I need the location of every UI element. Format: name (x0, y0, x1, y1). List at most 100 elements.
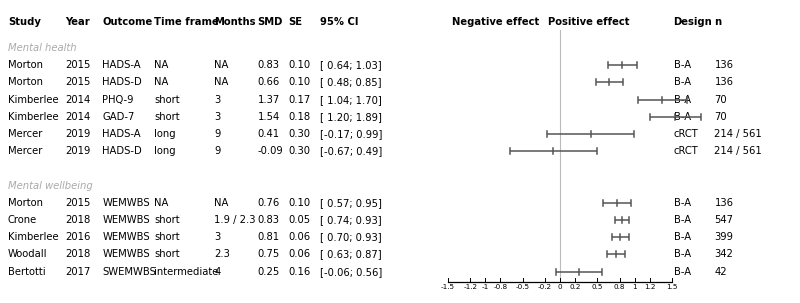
Text: Morton: Morton (8, 198, 43, 208)
Text: Year: Year (66, 17, 90, 27)
Text: HADS-D: HADS-D (102, 77, 142, 87)
Text: 0.8: 0.8 (614, 284, 626, 290)
Text: 95% CI: 95% CI (320, 17, 358, 27)
Text: 0.10: 0.10 (288, 198, 310, 208)
Text: 2015: 2015 (66, 60, 91, 70)
Text: WEMWBS: WEMWBS (102, 249, 150, 259)
Text: 0.75: 0.75 (258, 249, 280, 259)
Text: B-A: B-A (674, 112, 690, 122)
Text: [ 0.70; 0.93]: [ 0.70; 0.93] (320, 232, 382, 242)
Text: 1.5: 1.5 (666, 284, 678, 290)
Text: Design: Design (674, 17, 712, 27)
Text: NA: NA (154, 198, 169, 208)
Text: 0.05: 0.05 (288, 215, 310, 225)
Text: 0.30: 0.30 (288, 129, 310, 139)
Text: Outcome: Outcome (102, 17, 153, 27)
Text: 1.9 / 2.3: 1.9 / 2.3 (214, 215, 256, 225)
Text: [ 0.48; 0.85]: [ 0.48; 0.85] (320, 77, 382, 87)
Text: B-A: B-A (674, 60, 690, 70)
Text: 2019: 2019 (66, 146, 91, 156)
Text: -1: -1 (482, 284, 489, 290)
Text: B-A: B-A (674, 95, 690, 105)
Text: SE: SE (288, 17, 302, 27)
Text: B-A: B-A (674, 249, 690, 259)
Text: 3: 3 (214, 232, 221, 242)
Text: [ 1.04; 1.70]: [ 1.04; 1.70] (320, 95, 382, 105)
Text: short: short (154, 215, 180, 225)
Text: PHQ-9: PHQ-9 (102, 95, 134, 105)
Text: 214 / 561: 214 / 561 (714, 129, 762, 139)
Text: 0.10: 0.10 (288, 77, 310, 87)
Text: B-A: B-A (674, 232, 690, 242)
Text: 0: 0 (558, 284, 562, 290)
Text: -0.8: -0.8 (494, 284, 507, 290)
Text: 0.5: 0.5 (591, 284, 603, 290)
Text: 3: 3 (214, 112, 221, 122)
Text: 1.2: 1.2 (644, 284, 655, 290)
Text: Crone: Crone (8, 215, 38, 225)
Text: 9: 9 (214, 129, 221, 139)
Text: 399: 399 (714, 232, 734, 242)
Text: -0.5: -0.5 (516, 284, 530, 290)
Text: 0.83: 0.83 (258, 60, 280, 70)
Text: HADS-A: HADS-A (102, 60, 141, 70)
Text: 2018: 2018 (66, 249, 91, 259)
Text: -1.5: -1.5 (441, 284, 455, 290)
Text: NA: NA (214, 77, 229, 87)
Text: Negative effect: Negative effect (452, 17, 539, 27)
Text: Mercer: Mercer (8, 146, 42, 156)
Text: Time frame: Time frame (154, 17, 219, 27)
Text: short: short (154, 95, 180, 105)
Text: [ 0.64; 1.03]: [ 0.64; 1.03] (320, 60, 382, 70)
Text: 0.2: 0.2 (569, 284, 581, 290)
Text: [ 1.20; 1.89]: [ 1.20; 1.89] (320, 112, 382, 122)
Text: 2016: 2016 (66, 232, 91, 242)
Text: Mental health: Mental health (8, 43, 77, 53)
Text: B-A: B-A (674, 215, 690, 225)
Text: 4: 4 (214, 267, 221, 277)
Text: 136: 136 (714, 77, 734, 87)
Text: SWEMWBS: SWEMWBS (102, 267, 156, 277)
Text: 214 / 561: 214 / 561 (714, 146, 762, 156)
Text: Positive effect: Positive effect (548, 17, 630, 27)
Text: intermediate: intermediate (154, 267, 218, 277)
Text: 136: 136 (714, 60, 734, 70)
Text: 1.54: 1.54 (258, 112, 280, 122)
Text: Months: Months (214, 17, 256, 27)
Text: Kimberlee: Kimberlee (8, 112, 58, 122)
Text: [-0.17; 0.99]: [-0.17; 0.99] (320, 129, 382, 139)
Text: B-A: B-A (674, 198, 690, 208)
Text: 0.06: 0.06 (288, 249, 310, 259)
Text: WEMWBS: WEMWBS (102, 232, 150, 242)
Text: Kimberlee: Kimberlee (8, 232, 58, 242)
Text: 1: 1 (632, 284, 637, 290)
Text: 0.06: 0.06 (288, 232, 310, 242)
Text: 0.83: 0.83 (258, 215, 280, 225)
Text: WEMWBS: WEMWBS (102, 198, 150, 208)
Text: [ 0.74; 0.93]: [ 0.74; 0.93] (320, 215, 382, 225)
Text: -0.09: -0.09 (258, 146, 283, 156)
Text: 0.18: 0.18 (288, 112, 310, 122)
Text: -0.2: -0.2 (538, 284, 552, 290)
Text: 0.76: 0.76 (258, 198, 280, 208)
Text: 0.81: 0.81 (258, 232, 280, 242)
Text: 0.25: 0.25 (258, 267, 280, 277)
Text: 0.16: 0.16 (288, 267, 310, 277)
Text: 70: 70 (714, 112, 727, 122)
Text: [ 0.63; 0.87]: [ 0.63; 0.87] (320, 249, 382, 259)
Text: 2015: 2015 (66, 198, 91, 208)
Text: WEMWBS: WEMWBS (102, 215, 150, 225)
Text: 0.10: 0.10 (288, 60, 310, 70)
Text: short: short (154, 232, 180, 242)
Text: Morton: Morton (8, 77, 43, 87)
Text: [-0.67; 0.49]: [-0.67; 0.49] (320, 146, 382, 156)
Text: Bertotti: Bertotti (8, 267, 46, 277)
Text: 2018: 2018 (66, 215, 91, 225)
Text: short: short (154, 112, 180, 122)
Text: 2017: 2017 (66, 267, 91, 277)
Text: long: long (154, 146, 176, 156)
Text: NA: NA (214, 198, 229, 208)
Text: GAD-7: GAD-7 (102, 112, 134, 122)
Text: NA: NA (214, 60, 229, 70)
Text: cRCT: cRCT (674, 129, 698, 139)
